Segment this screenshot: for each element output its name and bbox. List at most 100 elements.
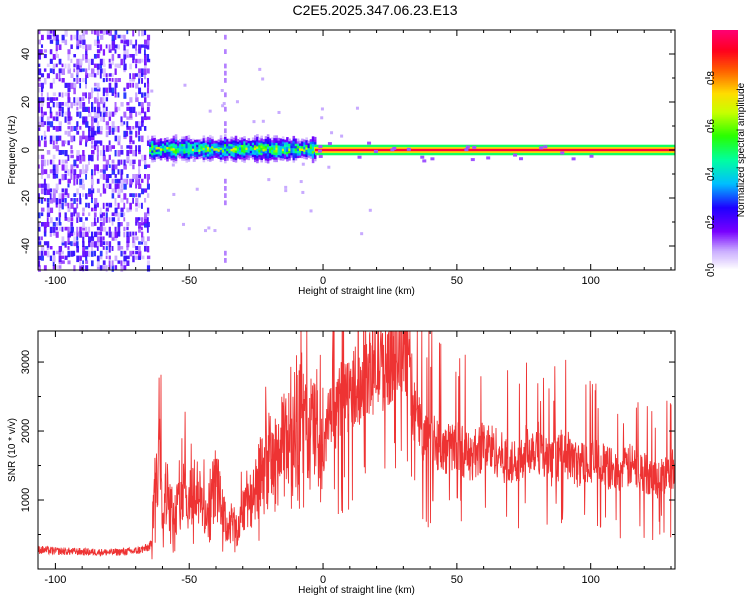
heatmap-cell: [213, 143, 216, 146]
heatmap-cell: [114, 34, 117, 40]
heatmap-cell: [275, 156, 278, 160]
heatmap-cell: [207, 226, 211, 230]
heatmap-cell: [224, 63, 227, 69]
heatmap-cell: [114, 174, 117, 178]
heatmap-cell: [406, 147, 411, 151]
heatmap-cell: [79, 63, 82, 68]
heatmap-cell: [211, 136, 214, 140]
heatmap-cell: [230, 138, 233, 142]
colorbar-segment: [712, 72, 738, 75]
heatmap-cell: [273, 147, 276, 151]
heatmap-cell: [90, 130, 95, 138]
heatmap-cell: [200, 138, 204, 142]
heatmap-cell: [82, 154, 86, 162]
heatmap-cell: [174, 148, 178, 152]
heatmap-cell: [105, 212, 108, 218]
heatmap-cell: [108, 63, 112, 69]
heatmap-cell: [64, 164, 68, 171]
heatmap-cell: [224, 49, 227, 54]
heatmap-cell: [135, 126, 138, 130]
heatmap-cell: [153, 147, 156, 151]
heatmap-cell: [132, 73, 136, 80]
heatmap-cell: [61, 255, 65, 259]
heatmap-cell: [70, 250, 74, 257]
heatmap-cell: [123, 92, 127, 99]
heatmap-cell: [318, 145, 323, 149]
heatmap-cell: [185, 152, 189, 156]
heatmap-cell: [40, 169, 44, 175]
heatmap-cell: [38, 68, 42, 76]
heatmap-cell: [196, 139, 199, 143]
heatmap-cell: [155, 146, 159, 150]
heatmap-cell: [93, 241, 98, 248]
heatmap-cell: [111, 193, 115, 199]
heatmap-cell: [105, 164, 108, 171]
colorbar-segment: [712, 136, 738, 139]
heatmap-cell: [58, 44, 62, 51]
colorbar-segment: [712, 88, 738, 91]
heatmap-cell: [202, 137, 206, 141]
heatmap-cell: [260, 147, 263, 151]
heatmap-cell: [64, 39, 68, 46]
heatmap-cell: [58, 217, 61, 223]
heatmap-cell: [76, 154, 80, 162]
heatmap-cell: [108, 202, 113, 208]
heatmap-cell: [273, 144, 276, 148]
heatmap-cell: [82, 178, 85, 183]
heatmap-cell: [309, 146, 313, 150]
heatmap-cell: [132, 140, 135, 145]
heatmap-cell: [126, 226, 129, 231]
heatmap-cell: [273, 156, 276, 160]
heatmap-cell: [281, 155, 285, 159]
heatmap-cell: [224, 153, 227, 157]
heatmap-cell: [198, 141, 201, 145]
heatmap-cell: [519, 157, 524, 161]
heatmap-cell: [146, 106, 150, 113]
heatmap-cell: [181, 222, 185, 226]
heatmap-cell: [43, 265, 47, 271]
heatmap-cell: [132, 174, 135, 180]
heatmap-cell: [46, 126, 50, 132]
heatmap-cell: [129, 150, 133, 154]
heatmap-cell: [129, 54, 133, 58]
heatmap-cell: [258, 147, 261, 150]
heatmap-cell: [67, 178, 71, 184]
heatmap-cell: [79, 140, 82, 146]
heatmap-cell: [155, 153, 159, 157]
heatmap-cell: [79, 97, 82, 102]
heatmap-cell: [46, 183, 50, 190]
heatmap-cell: [88, 111, 92, 117]
heatmap-cell: [313, 139, 317, 143]
heatmap-cell: [138, 49, 142, 54]
heatmap-cell: [76, 198, 79, 202]
heatmap-cell: [281, 143, 285, 147]
y-tick-label: 3000: [20, 350, 32, 374]
heatmap-cell: [61, 92, 64, 98]
heatmap-cell: [138, 250, 142, 257]
heatmap-cell: [82, 92, 86, 97]
heatmap-cell: [90, 135, 95, 141]
heatmap-cell: [264, 140, 268, 144]
heatmap-cell: [245, 149, 248, 153]
heatmap-cell: [126, 154, 130, 162]
heatmap-cell: [294, 150, 298, 154]
colorbar-tick-label: 0.8: [706, 71, 717, 85]
heatmap-cell: [105, 145, 110, 152]
heatmap-cell: [43, 198, 47, 202]
heatmap-cell: [150, 89, 154, 93]
heatmap-cell: [224, 143, 227, 147]
heatmap-cell: [123, 231, 126, 238]
heatmap-cell: [102, 116, 106, 123]
heatmap-cell: [93, 140, 98, 147]
heatmap-cell: [58, 193, 62, 199]
heatmap-cell: [135, 231, 137, 236]
heatmap-cell: [277, 142, 281, 146]
heatmap-cell: [52, 265, 56, 270]
heatmap-cell: [61, 241, 65, 246]
heatmap-cell: [141, 92, 144, 98]
x-tick-label: 50: [451, 275, 463, 287]
heatmap-cell: [40, 34, 44, 41]
heatmap-cell: [141, 68, 144, 76]
heatmap-cell: [179, 148, 182, 152]
heatmap-cell: [123, 255, 127, 262]
